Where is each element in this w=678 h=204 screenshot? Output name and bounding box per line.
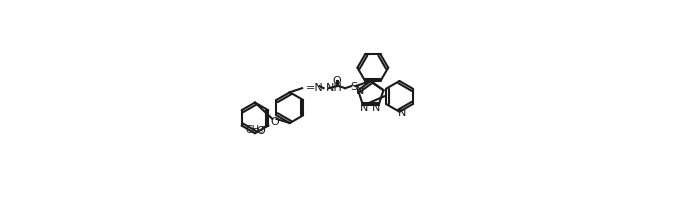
Text: O: O <box>333 76 341 85</box>
Text: N: N <box>372 103 381 113</box>
Text: S: S <box>350 82 357 92</box>
Text: CH₃: CH₃ <box>245 124 263 134</box>
Text: N: N <box>360 103 368 113</box>
Text: N: N <box>399 107 407 117</box>
Text: O: O <box>257 125 266 135</box>
Text: O: O <box>270 116 279 126</box>
Text: N: N <box>356 86 364 96</box>
Text: NH: NH <box>325 83 342 93</box>
Text: =N: =N <box>306 83 324 93</box>
